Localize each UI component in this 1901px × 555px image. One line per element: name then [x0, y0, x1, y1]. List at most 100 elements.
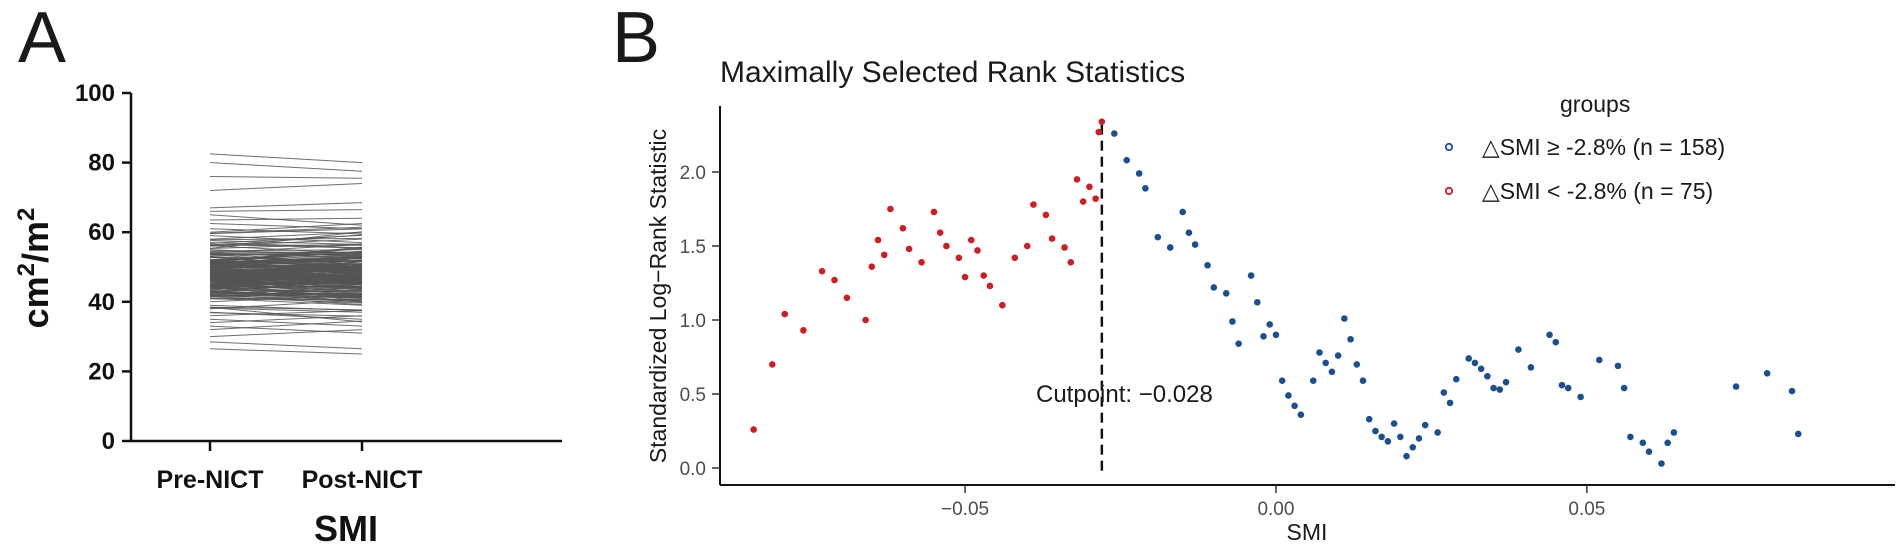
cutpoint-annotation: Cutpoint: −0.028 [1036, 381, 1213, 408]
point-low-group [831, 276, 838, 284]
point-high-group [1664, 439, 1671, 447]
paired-line [209, 182, 363, 191]
paired-line [209, 202, 363, 209]
point-high-group [1577, 393, 1584, 401]
legend: groups △SMI ≥ -2.8% (n = 158) △SMI < -2.… [1444, 91, 1725, 204]
point-high-group [1266, 321, 1274, 328]
y-tick-label: 20 [88, 358, 115, 385]
point-high-group [1316, 349, 1323, 356]
chart-title: Maximally Selected Rank Statistics [720, 56, 1185, 89]
point-high-group [1341, 315, 1348, 322]
panel-b-letter: B [612, 0, 660, 78]
point-high-group [1558, 381, 1566, 389]
point-low-group [750, 426, 757, 433]
point-high-group [1670, 429, 1678, 436]
point-high-group [1763, 369, 1771, 377]
paired-line [209, 234, 363, 247]
point-high-group [1334, 352, 1342, 359]
point-low-group [800, 327, 807, 334]
point-low-group [905, 245, 913, 253]
y-label-superscript-2: 2 [13, 208, 40, 221]
point-low-group [887, 205, 894, 213]
point-high-group [1179, 208, 1186, 216]
x-category-label: Post-NICT [302, 466, 423, 494]
point-high-group [1229, 318, 1236, 325]
paired-line [209, 281, 363, 302]
point-low-group [843, 294, 851, 302]
point-high-group [1452, 375, 1460, 383]
point-high-group [1490, 384, 1497, 392]
paired-line [209, 296, 363, 304]
point-high-group [1502, 378, 1510, 386]
point-high-group [1434, 429, 1441, 436]
point-low-group [1030, 201, 1037, 208]
point-high-group [1471, 359, 1479, 367]
point-high-group [1552, 338, 1560, 346]
point-low-group [1079, 198, 1087, 205]
point-high-group [1595, 356, 1603, 364]
point-high-group [1645, 448, 1653, 456]
paired-line [209, 263, 363, 269]
point-low-group [930, 208, 938, 216]
point-high-group [1397, 433, 1404, 441]
panel-b-y-ticks: 0.0 0.5 1.0 1.5 2.0 [680, 163, 720, 480]
point-high-group [1285, 392, 1292, 399]
point-high-group [1620, 384, 1628, 392]
paired-line [209, 275, 363, 289]
point-high-group [1440, 389, 1448, 396]
x-tick-label: 0.05 [1568, 499, 1605, 520]
point-high-group [1235, 340, 1242, 347]
paired-line [209, 270, 363, 289]
point-high-group [1272, 331, 1280, 339]
point-high-group [1328, 368, 1336, 376]
point-low-group [1048, 235, 1056, 242]
point-low-group [769, 361, 776, 368]
scatter-points [750, 118, 1802, 467]
point-high-group [1309, 377, 1317, 384]
point-high-group [1278, 377, 1286, 384]
point-high-group [1496, 386, 1504, 393]
legend-title: groups [1560, 91, 1630, 117]
point-low-group [1023, 242, 1031, 250]
panel-a-x-ticks: Pre-NICT Post-NICT [157, 441, 423, 494]
point-low-group [1092, 195, 1099, 202]
point-high-group [1403, 452, 1410, 460]
point-low-group [999, 301, 1006, 309]
paired-line [209, 217, 363, 221]
legend-marker-high [1444, 142, 1454, 152]
y-tick-label: 1.0 [680, 311, 706, 332]
y-tick-label: 0.5 [680, 385, 706, 406]
point-high-group [1564, 384, 1572, 392]
legend-label-high: △SMI ≥ -2.8% (n = 158) [1482, 134, 1725, 160]
point-low-group [1061, 244, 1068, 251]
paired-line [209, 325, 363, 334]
y-tick-label: 2.0 [680, 163, 706, 184]
point-high-group [1154, 233, 1162, 241]
paired-line [209, 260, 363, 265]
x-tick-label: 0.00 [1257, 499, 1294, 520]
paired-line [209, 315, 363, 324]
point-high-group [1210, 284, 1218, 291]
y-tick-label: 1.5 [680, 237, 706, 258]
point-high-group [1732, 383, 1740, 390]
point-high-group [1614, 362, 1622, 370]
point-low-group [874, 236, 882, 244]
paired-line [209, 293, 363, 297]
point-low-group [781, 310, 789, 318]
point-high-group [1347, 335, 1354, 343]
point-high-group [1322, 359, 1329, 367]
point-low-group [880, 251, 888, 259]
paired-line [209, 329, 363, 338]
point-high-group [1142, 184, 1149, 192]
y-tick-label: 40 [88, 289, 115, 316]
point-high-group [1515, 346, 1522, 353]
point-low-group [936, 229, 944, 236]
point-high-group [1484, 372, 1491, 380]
point-high-group [1477, 365, 1485, 373]
y-tick-label: 100 [75, 80, 115, 107]
y-tick-label: 60 [88, 219, 115, 246]
point-low-group [986, 282, 994, 290]
paired-lines [209, 153, 363, 355]
